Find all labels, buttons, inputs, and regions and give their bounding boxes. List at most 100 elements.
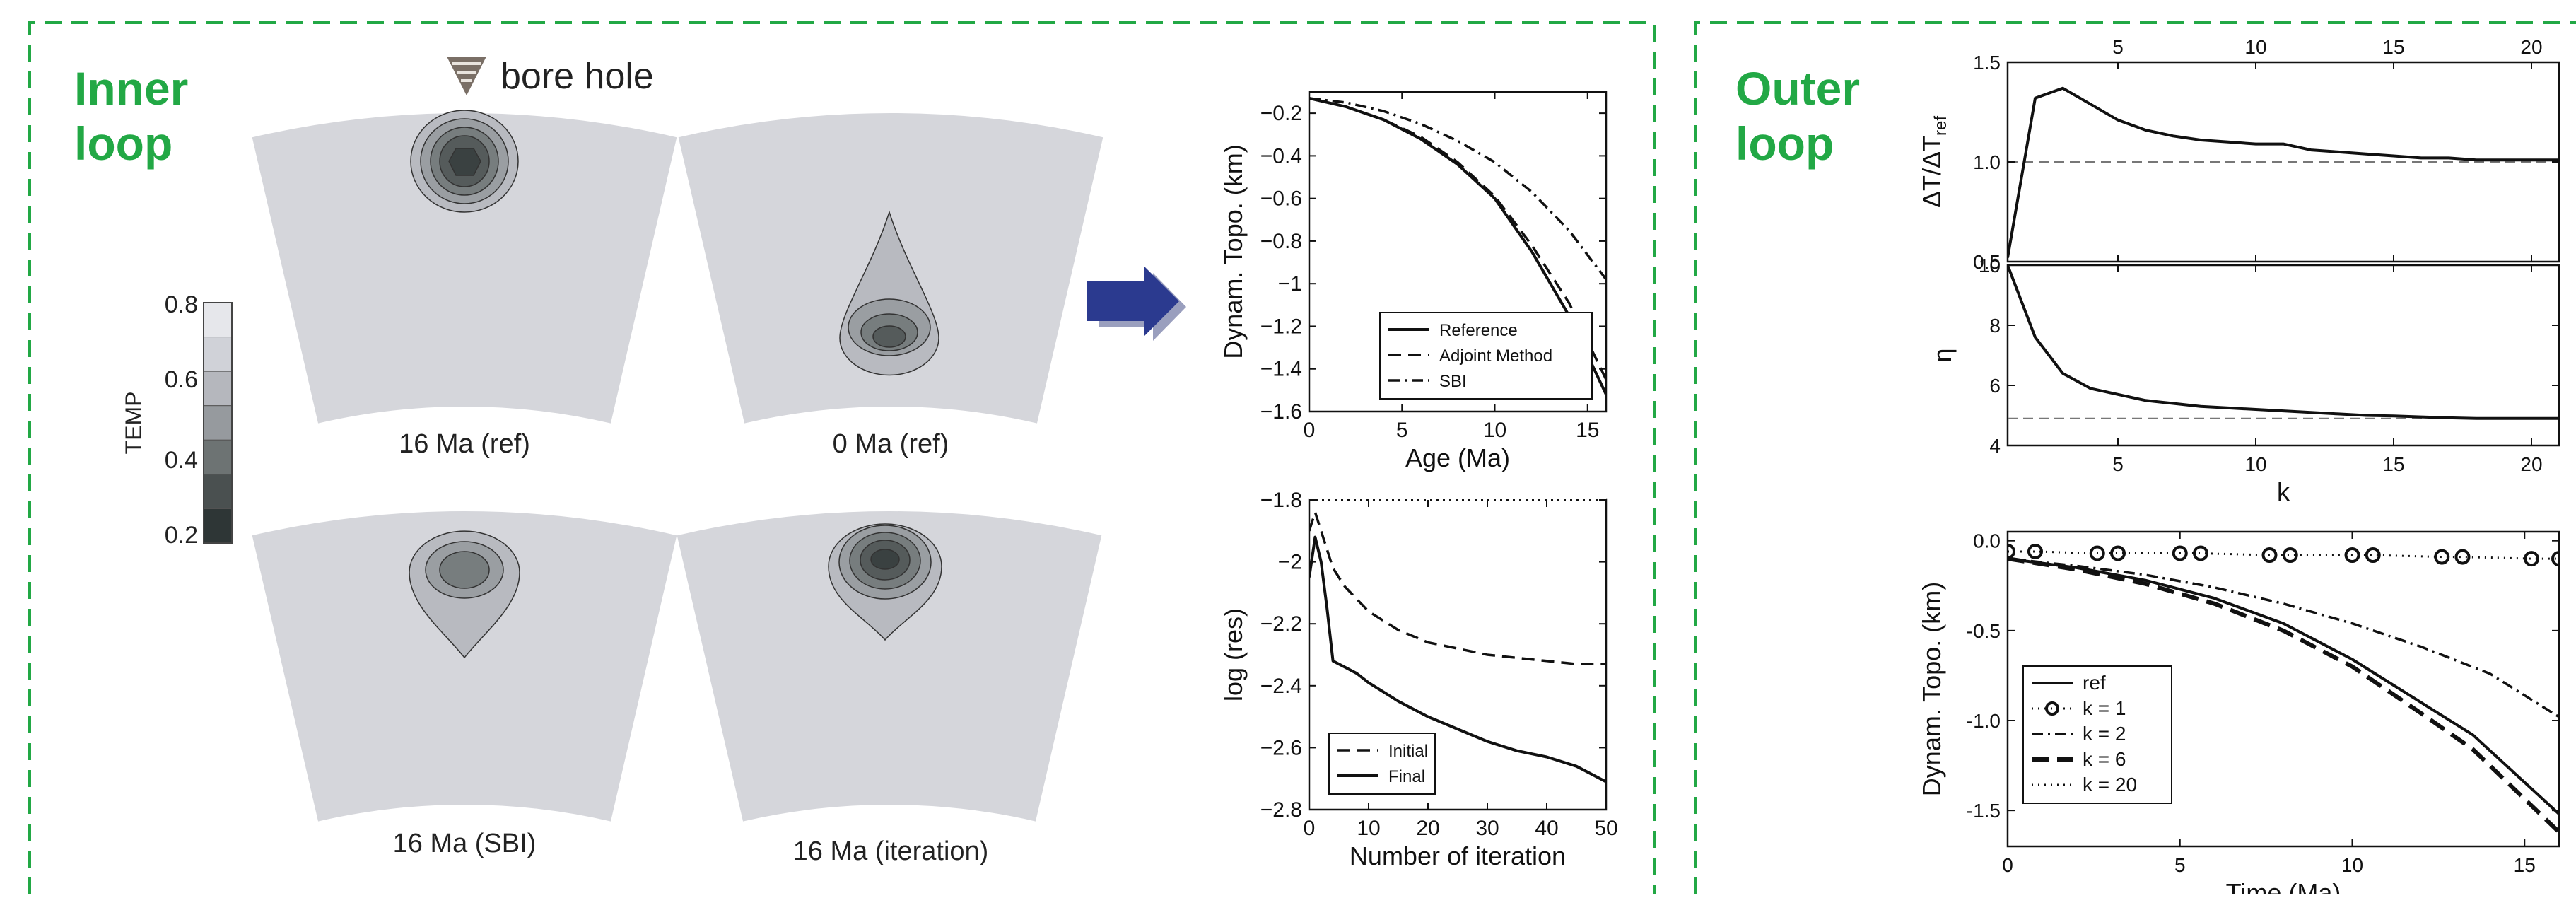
series-marker — [2261, 547, 2278, 564]
chart-dynamic-topography: 0 5 10 15 −0.2 −0.4 −0.6 −0.8 −1 −1.2 −1.4 −1.6 Age … — [1219, 91, 1608, 472]
chart-misfit-ratio: 5 10 15 20 1.5 1.0 0.5 ΔT/ΔTref — [1917, 36, 2560, 273]
panel-caption-0ma-ref: 0 Ma (ref) — [833, 429, 949, 459]
y-tick-label: 0.0 — [1973, 530, 2001, 552]
x-tick-label: 5 — [2174, 854, 2186, 876]
legend-label: k = 2 — [2083, 723, 2126, 745]
colorbar-swatch — [203, 508, 233, 544]
y-tick-label: -1.5 — [1967, 800, 2001, 822]
plume-contours-16ma-iteration — [828, 523, 942, 641]
chart-residual: 0 10 20 30 40 50 −1.8 −2 −2.2 −2.4 −2.6 −2.8 Number … — [1219, 489, 1618, 870]
colorbar-tick-0.4: 0.4 — [165, 447, 198, 474]
legend-label: k = 6 — [2083, 748, 2126, 770]
panel-16ma-ref — [252, 112, 677, 424]
x-tick-label: 15 — [1576, 419, 1599, 442]
series-marker — [2344, 547, 2360, 564]
y-tick-label: -1.0 — [1967, 710, 2001, 732]
y-axis-label: η — [1928, 348, 1957, 362]
x-tick-label: 20 — [2520, 36, 2542, 58]
x-tick-label: 10 — [2244, 36, 2266, 58]
colorbar-swatch — [203, 371, 233, 407]
series-marker — [2027, 543, 2043, 559]
legend: Reference Adjoint Method SBI — [1379, 312, 1593, 400]
y-tick-label: −2.6 — [1260, 736, 1302, 759]
y-tick-label: −1.4 — [1260, 358, 1302, 381]
y-tick-label: −0.8 — [1260, 230, 1302, 253]
y-axis-label: Dynam. Topo. (km) — [1219, 144, 1248, 358]
x-tick-label: 20 — [2520, 453, 2542, 475]
series-line-k-20 — [2008, 557, 2559, 815]
x-tick-label: 5 — [2112, 453, 2124, 475]
y-tick-label: −1.2 — [1260, 315, 1302, 338]
series-marker — [2365, 547, 2381, 564]
y-tick-label: 8 — [1989, 315, 2001, 337]
colorbar-swatch — [203, 302, 233, 338]
legend-label: SBI — [1439, 372, 1467, 391]
bore-hole-icon — [447, 57, 486, 95]
series-line-main — [2008, 265, 2559, 420]
series-marker — [2008, 543, 2015, 559]
y-tick-label: 6 — [1989, 375, 2001, 397]
colorbar-swatch — [203, 474, 233, 509]
panel-16ma-sbi — [252, 511, 677, 822]
legend: ref k = 1 k = 2 k = 6 k = 20 — [2022, 665, 2172, 804]
x-axis-label: Age (Ma) — [1405, 443, 1510, 472]
y-axis-label: Dynam. Topo. (km) — [1917, 582, 1946, 796]
y-tick-label: −1.8 — [1260, 489, 1302, 512]
x-axis-label: Number of iteration — [1350, 841, 1566, 870]
series-line-adjoint-method — [1309, 97, 1606, 380]
x-tick-label: 15 — [2382, 36, 2404, 58]
y-tick-label: -0.5 — [1967, 620, 2001, 642]
y-axis-label: log (res) — [1219, 608, 1248, 701]
y-tick-label: −2.8 — [1260, 798, 1302, 822]
panel-caption-16ma-ref: 16 Ma (ref) — [399, 429, 530, 459]
y-tick-label: −1.6 — [1260, 400, 1302, 424]
colorbar-swatch — [203, 439, 233, 475]
y-tick-label: −0.6 — [1260, 187, 1302, 211]
x-tick-label: 0 — [2002, 854, 2013, 876]
x-tick-label: 5 — [2112, 36, 2124, 58]
colorbar-swatch — [203, 337, 233, 372]
outer-loop-frame — [1694, 21, 2576, 894]
x-axis-label: Time (Ma) — [2226, 878, 2341, 894]
outer-loop-heading-line1: Outer — [1735, 62, 1860, 115]
inner-loop-heading-line2: loop — [74, 117, 172, 170]
colorbar-tick-0.2: 0.2 — [165, 522, 198, 549]
series-marker — [2172, 545, 2188, 561]
x-tick-label: 10 — [1357, 817, 1380, 840]
series-line-sbi — [1309, 97, 1606, 281]
x-tick-label: 0 — [1304, 419, 1316, 442]
x-tick-label: 10 — [2244, 453, 2266, 475]
series-marker — [2282, 547, 2298, 564]
legend-label: Initial — [1388, 742, 1428, 761]
y-tick-label: 4 — [1989, 435, 2001, 457]
chart-outer-topography: 0 5 10 15 0.0 -0.5 -1.0 -1.5 Time (Ma) Dynam. Top… — [1917, 530, 2560, 898]
series-line-main — [2008, 86, 2559, 258]
plume-contours-16ma-ref — [410, 110, 519, 213]
legend-label: Adjoint Method — [1439, 346, 1552, 366]
x-tick-label: 0 — [1304, 817, 1316, 840]
series-line-initial — [1309, 511, 1606, 665]
x-tick-label: 40 — [1535, 817, 1558, 840]
series-marker — [2110, 545, 2126, 561]
y-tick-label: 1.5 — [1973, 52, 2001, 74]
legend-label: Reference — [1439, 321, 1518, 340]
y-tick-label: −2.4 — [1260, 675, 1302, 698]
series-marker — [2434, 549, 2450, 565]
y-tick-label: −0.2 — [1260, 102, 1302, 125]
series-line-k-2 — [2008, 557, 2559, 718]
panel-caption-16ma-sbi: 16 Ma (SBI) — [393, 829, 537, 858]
series-marker — [2524, 551, 2539, 567]
y-tick-label: −1 — [1278, 272, 1302, 296]
right-arrow-icon — [1087, 266, 1186, 341]
chart-eta: 5 10 15 20 10 8 6 4 k η — [1928, 255, 2560, 506]
x-tick-label: 10 — [1483, 419, 1506, 442]
y-tick-label: −2.2 — [1260, 612, 1302, 636]
x-tick-label: 15 — [2514, 854, 2536, 876]
inner-loop-heading-line1: Inner — [74, 62, 188, 115]
colorbar-tick-0.6: 0.6 — [165, 366, 198, 393]
x-axis-label: k — [2277, 477, 2290, 506]
colorbar-swatch — [203, 405, 233, 441]
colorbar-tick-0.8: 0.8 — [165, 291, 198, 318]
legend-label: k = 20 — [2083, 774, 2137, 795]
